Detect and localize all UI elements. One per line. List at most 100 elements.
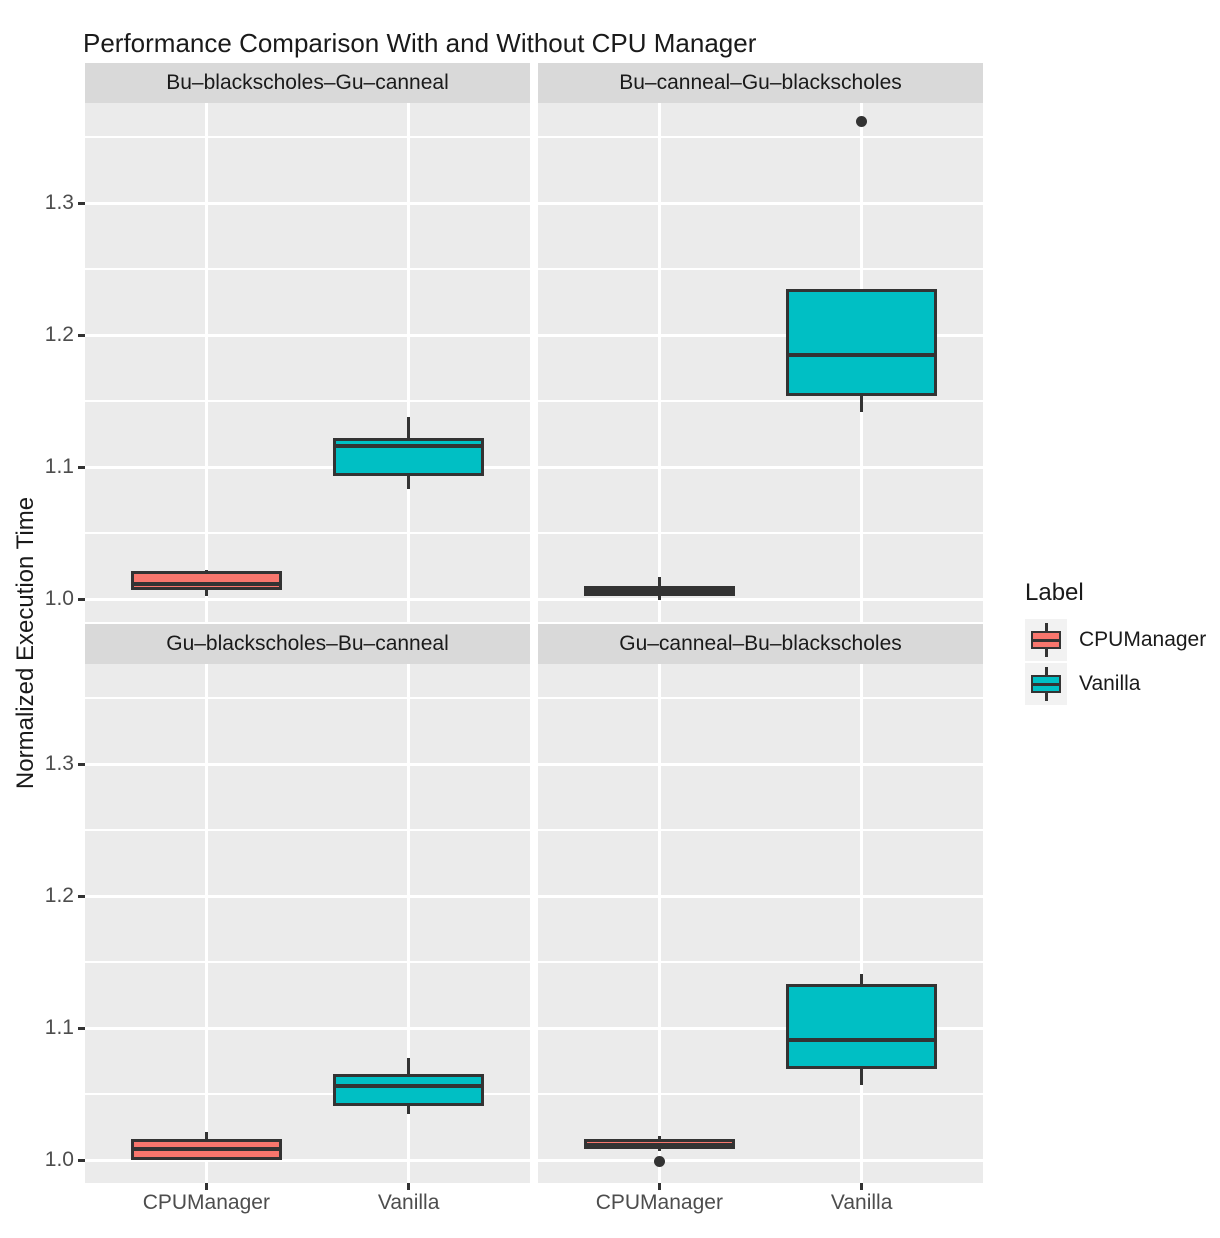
gridline-vertical bbox=[407, 103, 411, 622]
facet-panel bbox=[538, 103, 983, 622]
gridline-minor bbox=[538, 697, 983, 699]
boxplot-box-cpumanager bbox=[583, 585, 735, 597]
y-axis-tick bbox=[78, 894, 85, 898]
gridline-minor bbox=[538, 961, 983, 963]
x-tick-label: Vanilla bbox=[830, 1191, 893, 1214]
gridline-major bbox=[85, 597, 530, 601]
gridline-minor bbox=[85, 400, 530, 402]
facet-strip: Gu–blackscholes–Bu–canneal bbox=[85, 624, 530, 664]
gridline-vertical bbox=[407, 664, 411, 1183]
legend-item-cpumanager: CPUManager bbox=[1025, 619, 1206, 661]
median-line bbox=[133, 1146, 279, 1151]
gridline-major bbox=[538, 762, 983, 766]
y-axis-tick bbox=[78, 465, 85, 469]
facet-strip-label: Bu–blackscholes–Gu–canneal bbox=[166, 71, 449, 94]
facet-strip: Bu–blackscholes–Gu–canneal bbox=[85, 63, 530, 103]
legend-key bbox=[1025, 619, 1067, 661]
gridline-vertical bbox=[657, 103, 661, 622]
gridline-minor bbox=[85, 268, 530, 270]
median-line bbox=[789, 353, 935, 358]
gridline-minor bbox=[85, 697, 530, 699]
gridline-minor bbox=[538, 136, 983, 138]
median-line bbox=[133, 581, 279, 586]
legend-label: Vanilla bbox=[1079, 672, 1141, 695]
legend-label: CPUManager bbox=[1079, 628, 1207, 651]
x-tick-label: Vanilla bbox=[377, 1191, 440, 1214]
outlier-point bbox=[653, 1155, 665, 1167]
legend-box-glyph bbox=[1031, 631, 1061, 649]
gridline-minor bbox=[85, 1093, 530, 1095]
gridline-minor bbox=[85, 961, 530, 963]
gridline-minor bbox=[538, 532, 983, 534]
gridline-major bbox=[85, 894, 530, 898]
median-line bbox=[586, 589, 732, 594]
gridline-major bbox=[538, 894, 983, 898]
legend-item-vanilla: Vanilla bbox=[1025, 663, 1206, 705]
gridline-major bbox=[538, 333, 983, 337]
gridline-minor bbox=[85, 532, 530, 534]
gridline-vertical bbox=[657, 664, 661, 1183]
gridline-major bbox=[85, 1158, 530, 1162]
gridline-major bbox=[538, 1158, 983, 1162]
gridline-major bbox=[538, 1026, 983, 1030]
y-tick-label: 1.1 bbox=[44, 455, 74, 479]
legend: Label CPUManager Vanilla bbox=[1025, 579, 1206, 707]
boxplot-box-vanilla bbox=[786, 288, 938, 396]
gridline-minor bbox=[538, 1093, 983, 1095]
legend-box-glyph bbox=[1031, 675, 1061, 693]
outlier-point bbox=[856, 115, 868, 127]
gridline-minor bbox=[85, 136, 530, 138]
facet-strip: Bu–canneal–Gu–blackscholes bbox=[538, 63, 983, 103]
y-tick-label: 1.2 bbox=[44, 323, 74, 347]
y-tick-label: 1.1 bbox=[44, 1016, 74, 1040]
gridline-minor bbox=[85, 829, 530, 831]
gridline-major bbox=[85, 333, 530, 337]
chart-title: Performance Comparison With and Without … bbox=[83, 28, 757, 58]
gridline-major bbox=[538, 597, 983, 601]
facet-strip-label: Gu–blackscholes–Bu–canneal bbox=[166, 632, 449, 655]
boxplot-box-cpumanager bbox=[583, 1138, 735, 1150]
legend-key bbox=[1025, 663, 1067, 705]
gridline-major bbox=[85, 1026, 530, 1030]
gridline-vertical bbox=[204, 664, 208, 1183]
x-axis-tick bbox=[407, 1183, 411, 1190]
gridline-major bbox=[85, 762, 530, 766]
facet-strip: Gu–canneal–Bu–blackscholes bbox=[538, 624, 983, 664]
facet-strip-label: Gu–canneal–Bu–blackscholes bbox=[619, 632, 902, 655]
y-axis-tick bbox=[78, 1158, 85, 1162]
boxplot-box-vanilla bbox=[333, 1074, 485, 1106]
x-axis-tick bbox=[204, 1183, 208, 1190]
y-axis-tick bbox=[78, 762, 85, 766]
gridline-vertical bbox=[204, 103, 208, 622]
y-axis-title: Normalized Execution Time bbox=[12, 496, 39, 790]
y-axis-tick bbox=[78, 1026, 85, 1030]
x-tick-label: CPUManager bbox=[142, 1191, 270, 1214]
gridline-major bbox=[538, 465, 983, 469]
x-axis-tick bbox=[860, 1183, 864, 1190]
y-tick-label: 1.0 bbox=[44, 1148, 74, 1172]
legend-median-glyph bbox=[1033, 682, 1059, 686]
median-line bbox=[336, 444, 482, 449]
x-axis-tick bbox=[657, 1183, 661, 1190]
facet-panel bbox=[538, 664, 983, 1183]
facet-strip-label: Bu–canneal–Gu–blackscholes bbox=[619, 71, 902, 94]
boxplot-box-cpumanager bbox=[130, 571, 282, 590]
boxplot-box-vanilla bbox=[333, 438, 485, 477]
gridline-minor bbox=[538, 268, 983, 270]
boxplot-box-vanilla bbox=[786, 984, 938, 1069]
y-tick-label: 1.0 bbox=[44, 587, 74, 611]
y-tick-label: 1.3 bbox=[44, 752, 74, 776]
y-axis-tick bbox=[78, 333, 85, 337]
median-line bbox=[789, 1038, 935, 1043]
median-line bbox=[336, 1084, 482, 1089]
gridline-minor bbox=[538, 829, 983, 831]
gridline-major bbox=[85, 465, 530, 469]
y-axis-tick bbox=[78, 597, 85, 601]
legend-items: CPUManager Vanilla bbox=[1025, 619, 1206, 705]
legend-title: Label bbox=[1025, 579, 1084, 606]
gridline-major bbox=[538, 201, 983, 205]
median-line bbox=[586, 1142, 732, 1147]
y-axis-tick bbox=[78, 201, 85, 205]
x-tick-label: CPUManager bbox=[595, 1191, 723, 1214]
